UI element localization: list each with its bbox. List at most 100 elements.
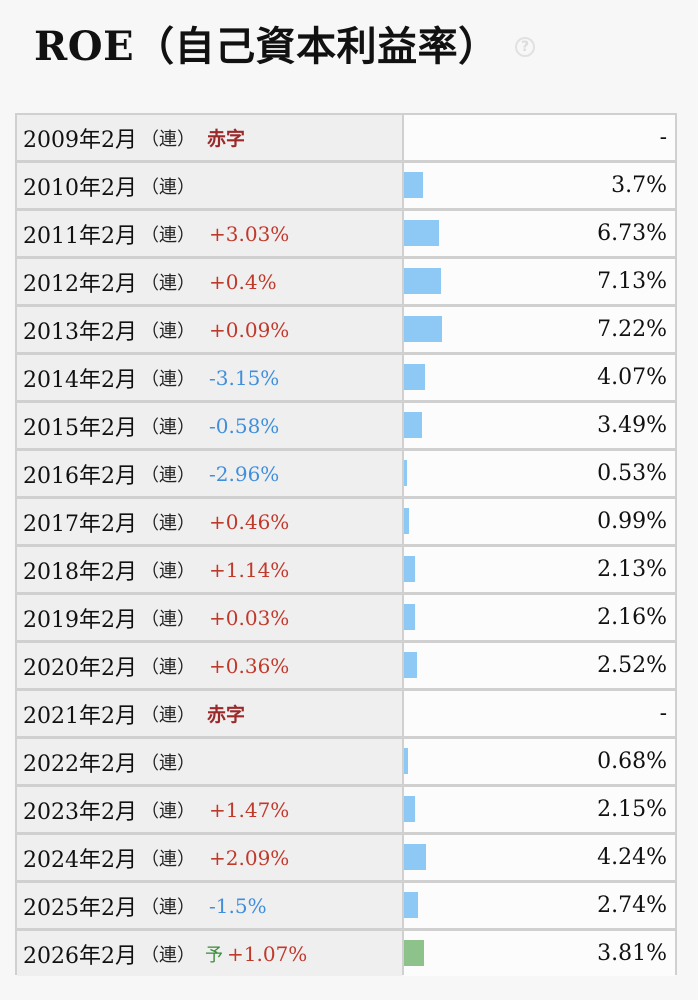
consolidated-label: （連） bbox=[141, 416, 195, 438]
change-value: +1.14% bbox=[209, 557, 290, 582]
roe-value: 3.49% bbox=[597, 413, 667, 438]
roe-bar bbox=[404, 364, 425, 390]
roe-value: 4.07% bbox=[597, 365, 667, 390]
table-row: 2010年2月 （連） 3.7% bbox=[17, 163, 675, 208]
roe-cell: 0.99% bbox=[404, 499, 675, 544]
roe-value: 6.73% bbox=[597, 221, 667, 246]
period-cell: 2020年2月 （連） +0.36% bbox=[17, 643, 402, 688]
roe-bar bbox=[404, 556, 415, 582]
period-cell: 2013年2月 （連） +0.09% bbox=[17, 307, 402, 352]
roe-value: 2.13% bbox=[597, 557, 667, 582]
consolidated-label: （連） bbox=[141, 464, 195, 486]
change-value: -0.58% bbox=[209, 413, 280, 438]
roe-bar bbox=[404, 796, 415, 822]
table-row: 2016年2月 （連） -2.96% 0.53% bbox=[17, 451, 675, 496]
roe-value: 0.68% bbox=[597, 749, 667, 774]
roe-bar bbox=[404, 844, 426, 870]
header: ROE（自己資本利益率） ? bbox=[0, 0, 698, 112]
consolidated-label: （連） bbox=[141, 128, 195, 150]
table-row: 2014年2月 （連） -3.15% 4.07% bbox=[17, 355, 675, 400]
fiscal-period: 2020年2月 bbox=[23, 655, 137, 681]
consolidated-label: （連） bbox=[141, 848, 195, 870]
roe-value: 2.16% bbox=[597, 605, 667, 630]
period-cell: 2010年2月 （連） bbox=[17, 163, 402, 208]
roe-bar bbox=[404, 220, 439, 246]
fiscal-period: 2016年2月 bbox=[23, 463, 137, 489]
period-cell: 2021年2月 （連） 赤字 bbox=[17, 691, 402, 736]
period-cell: 2009年2月 （連） 赤字 bbox=[17, 115, 402, 160]
period-cell: 2019年2月 （連） +0.03% bbox=[17, 595, 402, 640]
table-row: 2021年2月 （連） 赤字 - bbox=[17, 691, 675, 736]
page-title: ROE（自己資本利益率） bbox=[34, 23, 499, 70]
consolidated-label: （連） bbox=[141, 224, 195, 246]
fiscal-period: 2019年2月 bbox=[23, 607, 137, 633]
roe-cell: 6.73% bbox=[404, 211, 675, 256]
consolidated-label: （連） bbox=[141, 512, 195, 534]
fiscal-period: 2026年2月 bbox=[23, 943, 137, 969]
period-cell: 2018年2月 （連） +1.14% bbox=[17, 547, 402, 592]
roe-value: 2.15% bbox=[597, 797, 667, 822]
change-value: +0.09% bbox=[209, 317, 290, 342]
table-row: 2020年2月 （連） +0.36% 2.52% bbox=[17, 643, 675, 688]
roe-cell: 7.22% bbox=[404, 307, 675, 352]
change-value: +2.09% bbox=[209, 845, 290, 870]
fiscal-period: 2014年2月 bbox=[23, 367, 137, 393]
question-mark-icon[interactable]: ? bbox=[515, 37, 535, 57]
fiscal-period: 2010年2月 bbox=[23, 175, 137, 201]
roe-cell: 3.7% bbox=[404, 163, 675, 208]
period-cell: 2011年2月 （連） +3.03% bbox=[17, 211, 402, 256]
period-cell: 2024年2月 （連） +2.09% bbox=[17, 835, 402, 880]
roe-value: - bbox=[659, 701, 667, 726]
table-row: 2026年2月 （連） 予 +1.07% 3.81% bbox=[17, 931, 675, 976]
roe-bar bbox=[404, 652, 417, 678]
roe-cell: 3.81% bbox=[404, 931, 675, 976]
roe-value: 3.81% bbox=[597, 941, 667, 966]
period-cell: 2014年2月 （連） -3.15% bbox=[17, 355, 402, 400]
roe-bar bbox=[404, 892, 418, 918]
table-row: 2012年2月 （連） +0.4% 7.13% bbox=[17, 259, 675, 304]
fiscal-period: 2021年2月 bbox=[23, 703, 137, 729]
fiscal-period: 2018年2月 bbox=[23, 559, 137, 585]
consolidated-label: （連） bbox=[141, 176, 195, 198]
roe-cell: 4.24% bbox=[404, 835, 675, 880]
roe-value: 0.99% bbox=[597, 509, 667, 534]
table-row: 2017年2月 （連） +0.46% 0.99% bbox=[17, 499, 675, 544]
roe-value: 7.22% bbox=[597, 317, 667, 342]
change-value: +1.47% bbox=[209, 797, 290, 822]
forecast-roe-bar bbox=[404, 940, 424, 966]
roe-cell: 4.07% bbox=[404, 355, 675, 400]
roe-bar bbox=[404, 460, 407, 486]
consolidated-label: （連） bbox=[141, 560, 195, 582]
period-cell: 2025年2月 （連） -1.5% bbox=[17, 883, 402, 928]
table-row: 2013年2月 （連） +0.09% 7.22% bbox=[17, 307, 675, 352]
roe-cell: 2.52% bbox=[404, 643, 675, 688]
roe-bar bbox=[404, 316, 442, 342]
fiscal-period: 2017年2月 bbox=[23, 511, 137, 537]
roe-cell: 0.68% bbox=[404, 739, 675, 784]
change-value: -2.96% bbox=[209, 461, 280, 486]
consolidated-label: （連） bbox=[141, 368, 195, 390]
table-row: 2022年2月 （連） 0.68% bbox=[17, 739, 675, 784]
table-row: 2023年2月 （連） +1.47% 2.15% bbox=[17, 787, 675, 832]
period-cell: 2016年2月 （連） -2.96% bbox=[17, 451, 402, 496]
roe-bar bbox=[404, 268, 441, 294]
consolidated-label: （連） bbox=[141, 800, 195, 822]
change-value: +1.07% bbox=[227, 941, 308, 966]
roe-value: 7.13% bbox=[597, 269, 667, 294]
period-cell: 2012年2月 （連） +0.4% bbox=[17, 259, 402, 304]
roe-cell: 2.15% bbox=[404, 787, 675, 832]
table-row: 2024年2月 （連） +2.09% 4.24% bbox=[17, 835, 675, 880]
change-value: +0.03% bbox=[209, 605, 290, 630]
table-row: 2015年2月 （連） -0.58% 3.49% bbox=[17, 403, 675, 448]
roe-bar bbox=[404, 748, 408, 774]
roe-cell: - bbox=[404, 691, 675, 736]
roe-cell: 2.74% bbox=[404, 883, 675, 928]
table-row: 2009年2月 （連） 赤字 - bbox=[17, 115, 675, 160]
roe-value: 0.53% bbox=[597, 461, 667, 486]
consolidated-label: （連） bbox=[141, 656, 195, 678]
roe-bar bbox=[404, 172, 423, 198]
period-cell: 2026年2月 （連） 予 +1.07% bbox=[17, 931, 402, 976]
fiscal-period: 2025年2月 bbox=[23, 895, 137, 921]
roe-cell: 2.16% bbox=[404, 595, 675, 640]
deficit-label: 赤字 bbox=[207, 128, 246, 150]
